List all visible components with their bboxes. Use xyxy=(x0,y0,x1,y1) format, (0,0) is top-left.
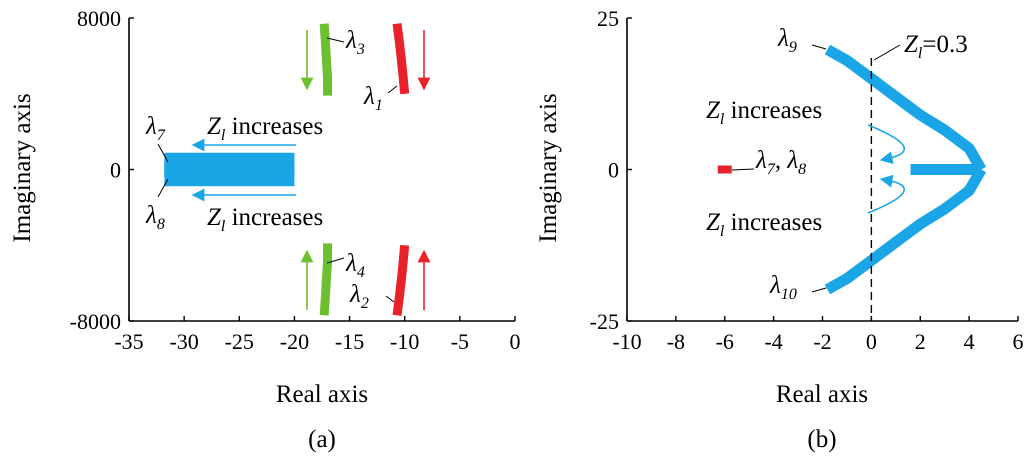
panel-b-xtick-label: 6 xyxy=(1013,329,1024,354)
panel-a-xtick-label: -10 xyxy=(390,329,419,354)
panel-b-xtick-label: -6 xyxy=(716,329,734,354)
panel-b-leader-lambda10 xyxy=(811,287,827,293)
panel-b-label-zl-increases-upper: Zl increases xyxy=(706,97,822,128)
panel-a-label-lambda4: λ4 xyxy=(345,250,365,281)
panel-a-leader-lambda8 xyxy=(157,178,169,198)
panel-a-label-lambda3: λ3 xyxy=(345,27,365,58)
panel-a-label: (a) xyxy=(308,426,336,453)
panel-a-xtick-label: -5 xyxy=(451,329,469,354)
panel-b-leader-lambda9 xyxy=(811,44,827,50)
panel-b-x-axis-title: Real axis xyxy=(776,381,868,408)
panel-b-curved-arrow-lower xyxy=(867,174,906,214)
panel-a-leader-lambda2 xyxy=(385,295,395,303)
panel-a-series-2 xyxy=(319,23,332,96)
panel-a-x-axis-title: Real axis xyxy=(276,381,368,408)
panel-b-leader-zl03 xyxy=(873,44,901,61)
panel-b-label: (b) xyxy=(807,426,836,453)
panel-a-series-3 xyxy=(319,243,332,316)
panel-a-leader-lambda4 xyxy=(326,257,345,264)
panel-b-xtick-label: 0 xyxy=(866,329,877,354)
panel-b-data-marks xyxy=(717,44,987,295)
panel-a-label-zl-increases-upper: Zl increases xyxy=(207,113,323,144)
panel-b-leader-lambda78 xyxy=(731,168,755,171)
panel-b-y-axis-title: Imaginary axis xyxy=(535,93,562,242)
panel-b-ytick-label: -25 xyxy=(590,309,619,334)
panel-a-leader-lambda3 xyxy=(326,37,345,43)
panel-a-label-lambda2: λ2 xyxy=(349,281,369,312)
panel-b-xtick-label: 2 xyxy=(915,329,926,354)
panel-b-series-1 xyxy=(824,166,987,295)
panel-a-leader-lambda7 xyxy=(157,143,169,163)
panel-b-ticks: -10 -8 -6 -4 -2 0 2 4 6 -25 0 25 xyxy=(590,6,1024,354)
panel-b-label-lambda10: λ10 xyxy=(769,272,797,303)
panel-a-ytick-label: -8000 xyxy=(70,309,121,334)
panel-a: -35 -30 -25 -20 -15 -10 -5 0 -8000 0 8000 Real axi… xyxy=(9,6,521,453)
panel-b-xtick-label: -4 xyxy=(764,329,782,354)
panel-a-leader-lambda1 xyxy=(387,85,398,94)
panel-a-xtick-label: 0 xyxy=(510,329,521,354)
panel-b-series-3-point xyxy=(717,165,732,174)
panel-a-xtick-label: -30 xyxy=(169,329,198,354)
panel-a-ytick-label: 0 xyxy=(110,158,121,183)
panel-b-label-zl03: Zl=0.3 xyxy=(904,31,968,62)
panel-b-series-0 xyxy=(824,44,987,173)
panel-a-xtick-label: -15 xyxy=(335,329,364,354)
panel-a-label-lambda7: λ7 xyxy=(145,113,166,144)
panel-b-label-lambda78: λ7, λ8 xyxy=(755,147,806,178)
panel-b-label-lambda9: λ9 xyxy=(777,25,797,56)
panel-a-series-0 xyxy=(392,23,410,95)
panel-b-curved-arrow-upper xyxy=(867,124,906,164)
panel-b-xtick-label: -10 xyxy=(612,329,641,354)
panel-a-y-axis-title: Imaginary axis xyxy=(9,93,36,242)
panel-a-label-lambda8: λ8 xyxy=(145,202,165,233)
panel-b: -10 -8 -6 -4 -2 0 2 4 6 -25 0 25 Real axis Imaginar… xyxy=(535,6,1024,453)
panel-a-ytick-label: 8000 xyxy=(77,6,121,31)
panel-a-data-marks xyxy=(164,23,410,316)
panel-b-label-zl-increases-lower: Zl increases xyxy=(706,209,822,240)
panel-a-xtick-label: -35 xyxy=(114,329,143,354)
panel-a-label-lambda1: λ1 xyxy=(363,83,383,114)
panel-a-xtick-label: -20 xyxy=(280,329,309,354)
panel-b-ytick-label: 25 xyxy=(597,6,619,31)
panel-b-xtick-label: -2 xyxy=(813,329,831,354)
panel-a-label-zl-increases-lower: Zl increases xyxy=(207,204,323,235)
panel-b-ytick-label: 0 xyxy=(608,158,619,183)
panel-a-ticks: -35 -30 -25 -20 -15 -10 -5 0 -8000 0 8000 xyxy=(70,6,521,354)
panel-b-xtick-label: -8 xyxy=(667,329,685,354)
panel-b-xtick-label: 4 xyxy=(964,329,975,354)
panel-a-xtick-label: -25 xyxy=(225,329,254,354)
panel-a-series-1 xyxy=(392,244,410,316)
